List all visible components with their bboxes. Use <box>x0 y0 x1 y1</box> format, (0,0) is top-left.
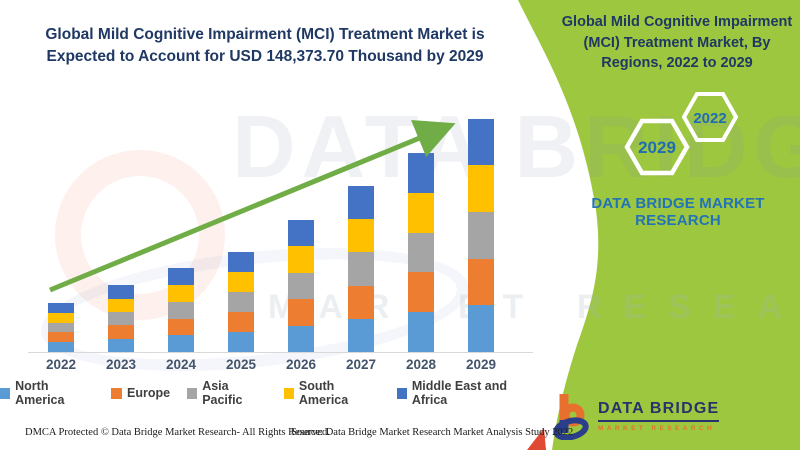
legend-swatch-icon <box>283 387 294 399</box>
bar-segment-north-america <box>48 342 74 352</box>
bar-segment-south-america <box>168 285 194 302</box>
bar-segment-europe <box>468 258 494 306</box>
bar-segment-middle-east-and-africa <box>408 153 434 193</box>
legend-item-asia-pacific: Asia Pacific <box>187 379 267 407</box>
hexagon-year-badges: 2029 2022 <box>624 92 739 176</box>
bar-2026 <box>288 219 314 352</box>
bar-2023 <box>108 285 134 352</box>
stacked-bar-chart: 2022 2023 2024 2025 2026 2027 2028 2029 <box>28 118 533 372</box>
bar-segment-north-america <box>408 312 434 352</box>
sidebar-brand-text: DATA BRIDGE MARKET RESEARCH <box>585 195 771 230</box>
bar-segment-asia-pacific <box>168 301 194 319</box>
bar-segment-south-america <box>228 271 254 292</box>
red-accent-sliver <box>527 428 546 450</box>
bar-segment-asia-pacific <box>468 212 494 259</box>
x-tick-2022: 2022 <box>45 357 77 372</box>
bar-2022 <box>48 303 74 352</box>
bar-segment-europe <box>408 272 434 313</box>
bar-segment-asia-pacific <box>48 322 74 333</box>
x-tick-2024: 2024 <box>165 357 197 372</box>
legend-label: Middle East and Africa <box>411 379 507 407</box>
hexagon-2029 <box>624 118 690 176</box>
legend-item-north-america: North America <box>0 379 94 407</box>
logo-b-mark-icon <box>553 394 589 440</box>
bar-segment-middle-east-and-africa <box>468 118 494 166</box>
sidebar-heading: Global Mild Cognitive Impairment (MCI) T… <box>561 14 793 72</box>
bar-segment-europe <box>288 299 314 326</box>
x-tick-2023: 2023 <box>105 357 137 372</box>
bar-segment-north-america <box>108 338 134 352</box>
bar-segment-south-america <box>288 246 314 273</box>
legend-label: Asia Pacific <box>202 379 243 407</box>
x-tick-2025: 2025 <box>225 357 257 372</box>
legend-label: Europe <box>127 386 171 400</box>
bar-segment-europe <box>228 311 254 332</box>
legend-swatch-icon <box>396 387 407 399</box>
logo-subtitle: MARKET RESEARCH <box>598 425 716 432</box>
bar-segment-north-america <box>228 331 254 352</box>
bar-segment-europe <box>348 285 374 319</box>
bar-segment-north-america <box>468 305 494 352</box>
bar-segment-middle-east-and-africa <box>228 251 254 272</box>
hexagon-2022 <box>681 92 739 142</box>
legend-swatch-icon <box>187 387 198 399</box>
dmca-notice: DMCA Protected © Data Bridge Market Rese… <box>25 427 330 438</box>
legend-item-middle-east-and-africa: Middle East and Africa <box>396 379 535 407</box>
company-logo: DATA BRIDGE MARKET RESEARCH <box>552 392 720 440</box>
source-note: Source: Data Bridge Market Research Mark… <box>291 427 574 438</box>
bar-segment-middle-east-and-africa <box>48 303 74 313</box>
bar-2029 <box>468 118 494 352</box>
bar-segment-north-america <box>168 335 194 352</box>
bar-segment-asia-pacific <box>108 311 134 326</box>
legend-swatch-icon <box>0 387 11 399</box>
legend-item-europe: Europe <box>111 386 170 400</box>
sidebar-brand-line2: RESEARCH <box>635 211 721 229</box>
x-tick-2028: 2028 <box>405 357 437 372</box>
trend-arrow <box>49 119 456 293</box>
bar-segment-south-america <box>108 298 134 312</box>
x-tick-2029: 2029 <box>465 357 497 372</box>
bar-segment-europe <box>48 332 74 343</box>
bar-2027 <box>348 186 374 352</box>
bar-segment-middle-east-and-africa <box>168 268 194 286</box>
logo-text: DATA BRIDGE MARKET RESEARCH <box>598 400 720 432</box>
x-tick-2026: 2026 <box>285 357 317 372</box>
bar-segment-south-america <box>48 312 74 323</box>
hexagon-2022-label: 2022 <box>693 110 726 127</box>
bar-segment-asia-pacific <box>288 272 314 300</box>
bar-2024 <box>168 268 194 352</box>
legend-label: South America <box>298 379 349 407</box>
bar-segment-south-america <box>408 192 434 233</box>
bar-segment-asia-pacific <box>408 232 434 273</box>
bar-segment-asia-pacific <box>228 291 254 312</box>
legend-item-south-america: South America <box>283 379 380 407</box>
green-panel-shape <box>518 0 800 450</box>
bar-segment-europe <box>168 318 194 336</box>
bar-2028 <box>408 153 434 352</box>
chart-legend: North America Europe Asia Pacific South Ame… <box>0 379 535 407</box>
bar-segment-north-america <box>288 325 314 352</box>
bar-segment-middle-east-and-africa <box>348 186 374 220</box>
green-side-panel <box>518 0 800 450</box>
legend-label: North America <box>15 379 65 407</box>
x-tick-2027: 2027 <box>345 357 377 372</box>
bar-segment-south-america <box>468 165 494 212</box>
sidebar-brand-line1: DATA BRIDGE MARKET <box>591 195 765 212</box>
chart-title: Global Mild Cognitive Impairment (MCI) T… <box>45 26 485 66</box>
bar-segment-europe <box>108 325 134 339</box>
logo-name: DATA BRIDGE <box>598 400 720 422</box>
bar-segment-south-america <box>348 219 374 253</box>
legend-swatch-icon <box>111 387 122 399</box>
bar-segment-north-america <box>348 318 374 352</box>
bar-2025 <box>228 251 254 352</box>
bar-segment-middle-east-and-africa <box>108 285 134 299</box>
x-axis-line <box>28 352 533 353</box>
bar-segment-middle-east-and-africa <box>288 219 314 247</box>
bar-segment-asia-pacific <box>348 252 374 286</box>
hexagon-2029-label: 2029 <box>638 138 676 157</box>
